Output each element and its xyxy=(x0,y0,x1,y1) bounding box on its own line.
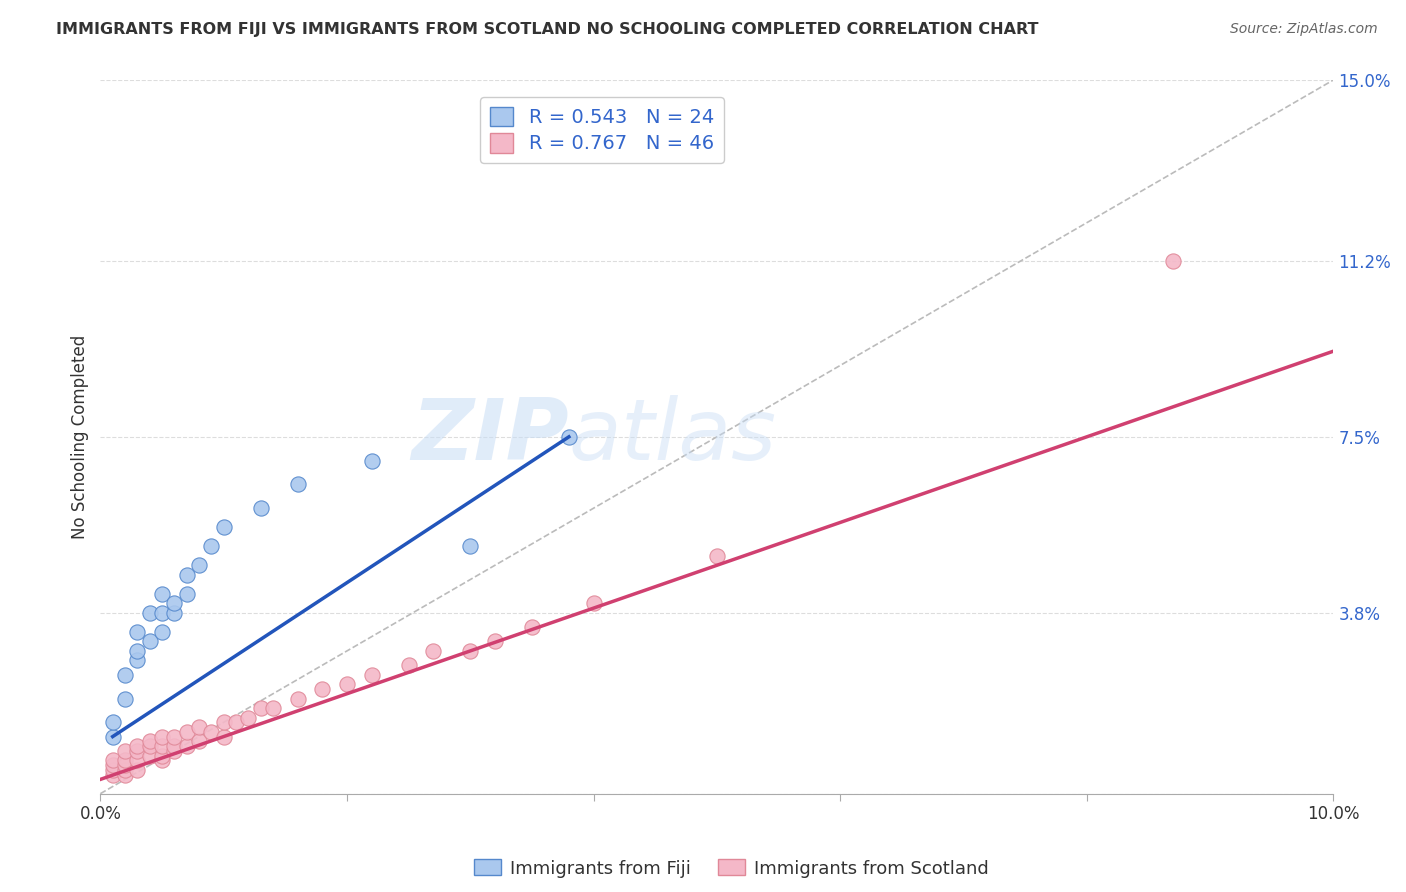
Point xyxy=(127,739,149,753)
Point xyxy=(262,701,284,715)
Point xyxy=(360,667,382,681)
Point xyxy=(706,549,728,563)
Point xyxy=(176,587,198,601)
Point xyxy=(458,539,481,553)
Point xyxy=(114,744,136,758)
Point xyxy=(114,667,136,681)
Point xyxy=(163,730,186,744)
Point xyxy=(398,658,420,673)
Point xyxy=(163,739,186,753)
Text: ZIP: ZIP xyxy=(412,395,569,478)
Point xyxy=(287,691,309,706)
Y-axis label: No Schooling Completed: No Schooling Completed xyxy=(72,334,89,539)
Point xyxy=(127,644,149,658)
Point xyxy=(311,681,333,696)
Point xyxy=(163,744,186,758)
Text: Source: ZipAtlas.com: Source: ZipAtlas.com xyxy=(1230,22,1378,37)
Point xyxy=(150,587,173,601)
Point xyxy=(336,677,359,691)
Point xyxy=(114,691,136,706)
Point xyxy=(101,730,124,744)
Text: IMMIGRANTS FROM FIJI VS IMMIGRANTS FROM SCOTLAND NO SCHOOLING COMPLETED CORRELAT: IMMIGRANTS FROM FIJI VS IMMIGRANTS FROM … xyxy=(56,22,1039,37)
Point xyxy=(520,620,543,634)
Point xyxy=(127,624,149,639)
Point xyxy=(127,763,149,777)
Point xyxy=(458,644,481,658)
Point xyxy=(249,501,271,516)
Point xyxy=(249,701,271,715)
Point xyxy=(127,744,149,758)
Point xyxy=(101,767,124,781)
Point xyxy=(163,596,186,610)
Point xyxy=(163,606,186,620)
Point xyxy=(150,748,173,763)
Point xyxy=(114,763,136,777)
Point xyxy=(558,430,581,444)
Point xyxy=(138,734,160,748)
Legend: R = 0.543   N = 24, R = 0.767   N = 46: R = 0.543 N = 24, R = 0.767 N = 46 xyxy=(479,97,724,163)
Point xyxy=(422,644,444,658)
Point xyxy=(188,720,211,734)
Point xyxy=(212,715,235,730)
Point xyxy=(101,715,124,730)
Point xyxy=(582,596,605,610)
Point xyxy=(101,758,124,772)
Point xyxy=(360,453,382,467)
Text: atlas: atlas xyxy=(569,395,778,478)
Point xyxy=(1161,253,1184,268)
Point xyxy=(127,753,149,767)
Point xyxy=(188,734,211,748)
Point xyxy=(114,758,136,772)
Point xyxy=(238,710,260,724)
Point xyxy=(225,715,247,730)
Point xyxy=(101,753,124,767)
Point xyxy=(176,567,198,582)
Point xyxy=(212,520,235,534)
Point xyxy=(138,748,160,763)
Point xyxy=(150,739,173,753)
Point xyxy=(176,739,198,753)
Point xyxy=(150,730,173,744)
Point xyxy=(138,739,160,753)
Point xyxy=(114,753,136,767)
Point xyxy=(127,653,149,667)
Point xyxy=(101,763,124,777)
Point xyxy=(114,767,136,781)
Point xyxy=(150,624,173,639)
Point xyxy=(287,477,309,491)
Point xyxy=(150,606,173,620)
Point xyxy=(138,634,160,648)
Point xyxy=(200,539,222,553)
Point xyxy=(176,724,198,739)
Point xyxy=(150,753,173,767)
Legend: Immigrants from Fiji, Immigrants from Scotland: Immigrants from Fiji, Immigrants from Sc… xyxy=(468,854,994,883)
Point xyxy=(200,724,222,739)
Point xyxy=(188,558,211,573)
Point xyxy=(138,606,160,620)
Point xyxy=(484,634,506,648)
Point xyxy=(212,730,235,744)
